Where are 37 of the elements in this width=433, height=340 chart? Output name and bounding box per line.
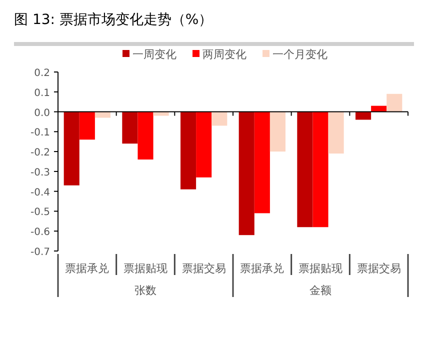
bar: [328, 112, 344, 154]
y-tick-label: -0.4: [30, 187, 50, 198]
bar: [238, 112, 254, 236]
y-tick-label: -0.6: [30, 227, 50, 238]
bar: [180, 112, 196, 190]
y-tick-label: -0.2: [30, 148, 50, 159]
bar: [122, 112, 138, 144]
y-tick-label: -0.7: [30, 247, 50, 258]
y-tick-label: 0.2: [34, 68, 50, 79]
bar: [386, 94, 402, 112]
bar: [254, 112, 270, 214]
x-tick-label: 票据交易: [356, 262, 401, 275]
bar: [138, 112, 154, 160]
text: 金额: [310, 284, 332, 297]
y-tick-label: -0.3: [30, 167, 50, 178]
y-tick-label: 0.0: [34, 108, 50, 119]
y-tick-label: -0.5: [30, 207, 50, 218]
bar: [371, 106, 387, 112]
bar: [212, 112, 228, 126]
bar: [312, 112, 328, 228]
bar: [270, 112, 286, 152]
legend-label: 一个月变化: [272, 48, 328, 61]
bar: [297, 112, 313, 228]
y-tick-label: -0.1: [30, 128, 50, 139]
bar: [79, 112, 95, 140]
bar: [64, 112, 80, 186]
legend-label: 两周变化: [202, 48, 246, 61]
x-tick-label: 票据承兑: [240, 262, 284, 275]
x-tick-label: 票据交易: [182, 262, 226, 275]
bar: [196, 112, 212, 178]
x-tick-label: 票据贴现: [298, 262, 342, 275]
chart-title: 图 13: 票据市场变化走势（%）: [14, 12, 213, 28]
legend-label: 一周变化: [132, 48, 176, 61]
y-tick-label: 0.1: [34, 88, 50, 99]
x-tick-label: 票据承兑: [65, 262, 110, 275]
text: 张数: [134, 284, 156, 297]
x-tick-label: 票据贴现: [124, 262, 168, 275]
